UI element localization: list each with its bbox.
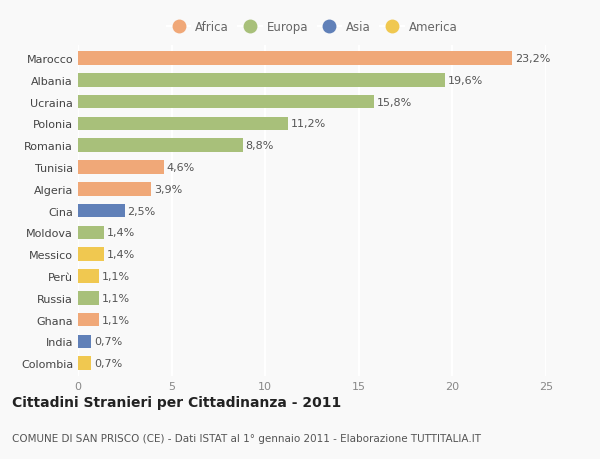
- Bar: [78, 335, 91, 348]
- Text: 0,7%: 0,7%: [94, 358, 122, 368]
- Bar: [78, 139, 243, 153]
- Text: 1,1%: 1,1%: [101, 293, 130, 303]
- Text: 1,1%: 1,1%: [101, 315, 130, 325]
- Bar: [78, 248, 104, 261]
- Bar: [78, 161, 164, 174]
- Bar: [78, 357, 91, 370]
- Text: 4,6%: 4,6%: [167, 162, 195, 173]
- Text: 1,1%: 1,1%: [101, 271, 130, 281]
- Text: 23,2%: 23,2%: [515, 54, 550, 64]
- Bar: [78, 74, 445, 87]
- Bar: [78, 313, 98, 327]
- Text: 19,6%: 19,6%: [448, 76, 483, 86]
- Bar: [78, 95, 374, 109]
- Bar: [78, 118, 287, 131]
- Legend: Africa, Europa, Asia, America: Africa, Europa, Asia, America: [164, 19, 460, 36]
- Bar: [78, 269, 98, 283]
- Bar: [78, 204, 125, 218]
- Bar: [78, 183, 151, 196]
- Text: 1,4%: 1,4%: [107, 228, 135, 238]
- Text: 8,8%: 8,8%: [245, 141, 274, 151]
- Text: 15,8%: 15,8%: [377, 97, 412, 107]
- Text: Cittadini Stranieri per Cittadinanza - 2011: Cittadini Stranieri per Cittadinanza - 2…: [12, 395, 341, 409]
- Text: 2,5%: 2,5%: [128, 206, 156, 216]
- Bar: [78, 226, 104, 240]
- Text: 3,9%: 3,9%: [154, 185, 182, 195]
- Bar: [78, 291, 98, 305]
- Text: COMUNE DI SAN PRISCO (CE) - Dati ISTAT al 1° gennaio 2011 - Elaborazione TUTTITA: COMUNE DI SAN PRISCO (CE) - Dati ISTAT a…: [12, 433, 481, 442]
- Text: 1,4%: 1,4%: [107, 250, 135, 260]
- Bar: [78, 52, 512, 66]
- Text: 0,7%: 0,7%: [94, 336, 122, 347]
- Text: 11,2%: 11,2%: [290, 119, 326, 129]
